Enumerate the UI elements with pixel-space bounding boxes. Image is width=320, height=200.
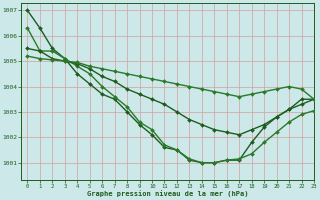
X-axis label: Graphe pression niveau de la mer (hPa): Graphe pression niveau de la mer (hPa): [87, 190, 248, 197]
